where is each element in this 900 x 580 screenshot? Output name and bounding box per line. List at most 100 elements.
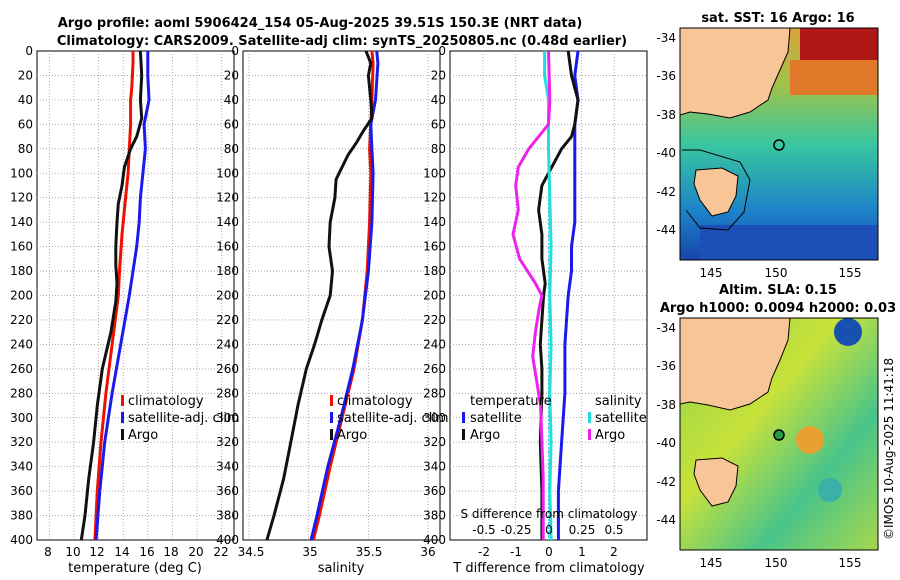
sst-float-marker bbox=[773, 139, 785, 151]
depth-tick-label: 340 bbox=[423, 460, 446, 474]
depth-tick-label: 280 bbox=[423, 386, 446, 400]
s-diff-tick: 0 bbox=[545, 523, 553, 537]
depth-tick-label: 140 bbox=[423, 215, 446, 229]
diff-tick-label: -1 bbox=[510, 545, 522, 559]
temperature-x-label: temperature (deg C) bbox=[68, 561, 202, 576]
depth-tick-label: 260 bbox=[10, 362, 33, 376]
depth-tick-label: 60 bbox=[431, 117, 446, 131]
diff-tick-label: 0 bbox=[545, 545, 553, 559]
depth-tick-label: 220 bbox=[423, 313, 446, 327]
depth-tick-label: 240 bbox=[423, 337, 446, 351]
depth-tick-label: 40 bbox=[224, 93, 239, 107]
lat-tick: -38 bbox=[656, 108, 676, 122]
depth-tick-label: 20 bbox=[224, 68, 239, 82]
legend-label-s-argo: Argo bbox=[595, 428, 625, 443]
lon-tick: 145 bbox=[700, 266, 723, 280]
depth-tick-label: 160 bbox=[423, 240, 446, 254]
depth-tick-label: 120 bbox=[423, 191, 446, 205]
series-line-salinity-satellite bbox=[543, 51, 553, 541]
depth-tick-label: 300 bbox=[216, 411, 239, 425]
legend-label-argo: Argo bbox=[128, 428, 158, 443]
diff-tick-label: 1 bbox=[578, 545, 586, 559]
sla-map-title-2: Argo h1000: 0.0094 h2000: 0.03 bbox=[660, 301, 896, 316]
s-difference-label: S difference from climatology bbox=[461, 507, 638, 521]
lat-tick: -38 bbox=[656, 398, 676, 412]
difference-x-label: T difference from climatology bbox=[452, 561, 645, 576]
temp-tick-label: 22 bbox=[213, 545, 228, 559]
s-diff-tick: 0.5 bbox=[604, 523, 623, 537]
lat-tick: -40 bbox=[656, 436, 676, 450]
s-difference-ticks: -0.5 -0.25 0 0.25 0.5 bbox=[472, 523, 623, 537]
lat-tick: -34 bbox=[656, 321, 676, 335]
temp-tick-label: 18 bbox=[163, 545, 178, 559]
diff-tick-label: -2 bbox=[478, 545, 490, 559]
depth-tick-label: 180 bbox=[10, 264, 33, 278]
legend-swatch-satellite bbox=[121, 412, 124, 423]
legend-label-climatology: climatology bbox=[128, 394, 204, 409]
depth-tick-label: 40 bbox=[431, 93, 446, 107]
depth-tick-label: 260 bbox=[423, 362, 446, 376]
salinity-x-axis: 34.5 35 35.5 36 bbox=[238, 545, 436, 559]
depth-tick-label: 360 bbox=[423, 484, 446, 498]
legend-title-temperature: temperature bbox=[470, 394, 552, 409]
series-line-argo bbox=[265, 50, 374, 541]
sla-float-marker bbox=[773, 429, 785, 441]
depth-tick-label: 400 bbox=[423, 533, 446, 547]
figure-title-line1: Argo profile: aoml 5906424_154 05-Aug-20… bbox=[58, 16, 583, 31]
legend-swatch-s-satellite bbox=[588, 412, 591, 423]
legend-label-t-satellite: satellite bbox=[470, 411, 522, 426]
lat-tick: -42 bbox=[656, 185, 676, 199]
sla-lat-axis: -34 -36 -38 -40 -42 -44 bbox=[656, 321, 676, 527]
depth-tick-label: 120 bbox=[216, 191, 239, 205]
depth-tick-label: 300 bbox=[10, 411, 33, 425]
legend-label-climatology: climatology bbox=[337, 394, 413, 409]
sst-shelf-contour bbox=[682, 149, 751, 231]
depth-tick-label: 240 bbox=[10, 337, 33, 351]
salinity-x-label: salinity bbox=[318, 561, 365, 576]
depth-tick-label: 340 bbox=[10, 460, 33, 474]
depth-tick-label: 100 bbox=[10, 166, 33, 180]
series-line-satellite-adj-clim bbox=[94, 51, 151, 541]
sst-lon-axis: 145 150 155 bbox=[700, 266, 862, 280]
lon-tick: 150 bbox=[765, 266, 788, 280]
depth-tick-label: 0 bbox=[231, 44, 239, 58]
legend-swatch-t-argo bbox=[462, 429, 465, 440]
sst-map-frame bbox=[679, 27, 879, 261]
lat-tick: -40 bbox=[656, 146, 676, 160]
depth-tick-label: 300 bbox=[423, 411, 446, 425]
legend-swatch-climatology bbox=[121, 395, 124, 406]
depth-tick-label: 380 bbox=[10, 509, 33, 523]
legend-swatch-satellite bbox=[330, 412, 333, 423]
depth-tick-label: 20 bbox=[18, 68, 33, 82]
sst-land-tasmania bbox=[693, 167, 739, 217]
depth-tick-label: 340 bbox=[216, 460, 239, 474]
legend-label-s-satellite: satellite bbox=[595, 411, 647, 426]
temperature-plot-frame bbox=[36, 50, 235, 541]
depth-tick-label: 200 bbox=[216, 289, 239, 303]
depth-tick-label: 80 bbox=[224, 142, 239, 156]
depth-axis: 0204060801001201401601802002202402602803… bbox=[10, 44, 446, 547]
lat-tick: -44 bbox=[656, 223, 676, 237]
depth-tick-label: 20 bbox=[431, 68, 446, 82]
depth-tick-label: 380 bbox=[216, 509, 239, 523]
series-line-argo bbox=[79, 50, 144, 541]
temp-tick-label: 10 bbox=[65, 545, 80, 559]
depth-tick-label: 320 bbox=[423, 435, 446, 449]
depth-tick-label: 200 bbox=[10, 289, 33, 303]
difference-x-axis: -2 -1 0 1 2 bbox=[478, 545, 618, 559]
sal-tick-label: 34.5 bbox=[238, 545, 265, 559]
lon-tick: 155 bbox=[839, 266, 862, 280]
series-line-climatology bbox=[93, 51, 135, 541]
legend-label-satellite: satellite-adj. clim bbox=[337, 411, 449, 426]
series-line-salinity-argo bbox=[511, 50, 552, 540]
depth-tick-label: 280 bbox=[216, 386, 239, 400]
legend-swatch-t-satellite bbox=[462, 412, 465, 423]
sst-cool-patch bbox=[700, 225, 878, 260]
depth-tick-label: 0 bbox=[438, 44, 446, 58]
depth-tick-label: 360 bbox=[10, 484, 33, 498]
sla-map bbox=[680, 318, 878, 550]
lat-tick: -36 bbox=[656, 69, 676, 83]
depth-tick-label: 60 bbox=[224, 117, 239, 131]
lat-tick: -36 bbox=[656, 359, 676, 373]
